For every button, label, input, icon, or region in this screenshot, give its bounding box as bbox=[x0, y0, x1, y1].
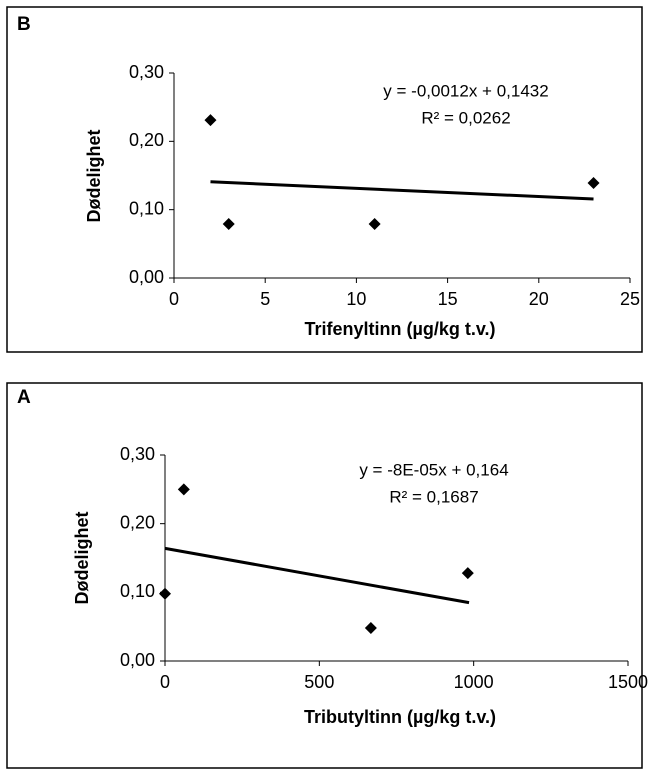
y-tick-label: 0,00 bbox=[129, 267, 164, 287]
annotation: R² = 0,0262 bbox=[421, 108, 510, 127]
data-point bbox=[364, 622, 377, 635]
y-tick-label: 0,30 bbox=[129, 62, 164, 82]
data-point bbox=[368, 218, 381, 231]
x-tick-label: 5 bbox=[260, 289, 270, 309]
y-tick-label: 0,20 bbox=[129, 130, 164, 150]
y-tick-label: 0,10 bbox=[129, 198, 164, 218]
x-tick-label: 15 bbox=[438, 289, 458, 309]
panel-border bbox=[6, 6, 643, 353]
y-axis-title: Dødelighet bbox=[72, 511, 92, 604]
data-point bbox=[222, 218, 235, 231]
annotation: R² = 0,1687 bbox=[389, 487, 478, 506]
x-axis-title: Trifenyltinn (µg/kg t.v.) bbox=[304, 319, 495, 339]
panel-label: B bbox=[17, 14, 31, 35]
data-point bbox=[587, 177, 600, 190]
x-tick-label: 10 bbox=[346, 289, 366, 309]
data-point bbox=[177, 483, 190, 496]
data-point bbox=[461, 567, 474, 580]
x-axis-title: Tributyltinn (µg/kg t.v.) bbox=[304, 707, 496, 727]
x-tick-label: 20 bbox=[529, 289, 549, 309]
trendline bbox=[164, 546, 470, 605]
panel-label: A bbox=[17, 387, 31, 408]
y-tick-label: 0,10 bbox=[120, 581, 155, 601]
panel-border bbox=[6, 382, 643, 769]
y-axis-title: Dødelighet bbox=[84, 129, 104, 222]
x-tick-label: 1500 bbox=[608, 672, 648, 692]
trendline bbox=[210, 180, 594, 201]
y-tick-label: 0,30 bbox=[120, 444, 155, 464]
x-tick-label: 0 bbox=[160, 672, 170, 692]
x-tick-label: 25 bbox=[620, 289, 640, 309]
x-tick-label: 1000 bbox=[454, 672, 494, 692]
annotation: y = -0,0012x + 0,1432 bbox=[383, 81, 548, 100]
x-tick-label: 0 bbox=[169, 289, 179, 309]
annotation: y = -8E-05x + 0,164 bbox=[359, 460, 508, 479]
data-point bbox=[159, 587, 171, 600]
y-tick-label: 0,20 bbox=[120, 512, 155, 532]
x-tick-label: 500 bbox=[304, 672, 334, 692]
y-tick-label: 0,00 bbox=[120, 650, 155, 670]
data-point bbox=[204, 114, 217, 127]
